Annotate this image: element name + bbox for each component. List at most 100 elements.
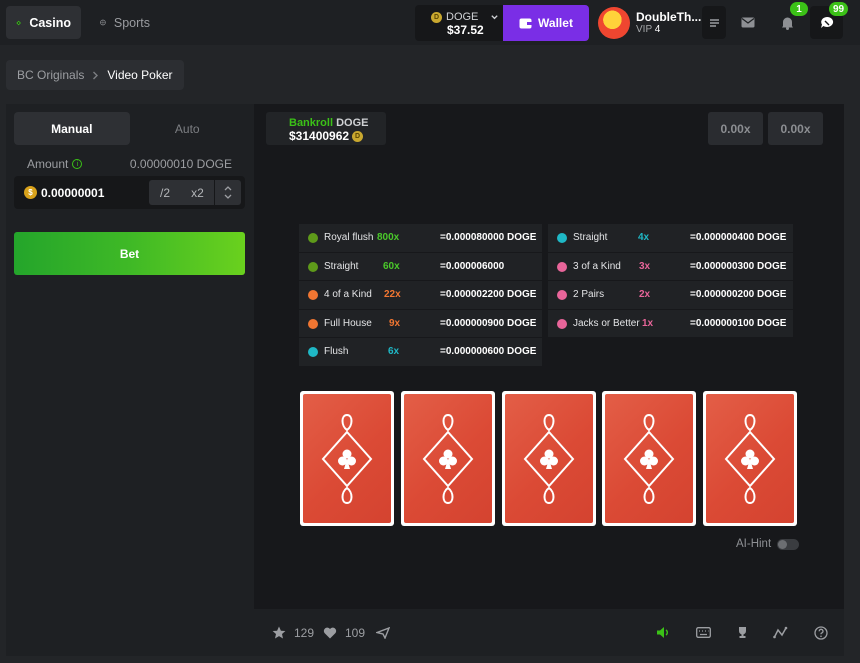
hand-name: Straight — [573, 232, 608, 244]
hand-payout: =0.000000100 DOGE — [690, 317, 787, 329]
hand-color-dot — [308, 318, 318, 329]
paytable-row: Straight 4x =0.000000400 DOGE — [548, 224, 793, 253]
paytable-left: Royal flush 800x =0.000080000 DOGE Straight… — [299, 224, 542, 367]
playing-card-back[interactable] — [300, 391, 394, 526]
hand-name: Jacks or Better — [573, 317, 640, 329]
share-icon — [376, 626, 390, 639]
chevron-up-icon[interactable] — [224, 185, 232, 191]
bankroll-label: Bankroll DOGE — [289, 117, 369, 129]
paytable-row: 3 of a Kind 3x =0.000000300 DOGE — [548, 253, 793, 281]
currency-balance: $37.52 — [447, 23, 484, 37]
playing-card-back[interactable] — [602, 391, 697, 526]
paytable-row: Jacks or Better 1x =0.000000100 DOGE — [548, 310, 793, 338]
fairness-button[interactable] — [773, 609, 788, 656]
notifications-button[interactable] — [772, 6, 802, 39]
tab-auto[interactable]: Auto — [174, 121, 200, 136]
game-footer: 129 109 — [254, 609, 844, 656]
mail-icon — [741, 17, 755, 28]
hand-name: Straight — [324, 260, 359, 272]
paytable-row: Full House 9x =0.000000900 DOGE — [299, 310, 542, 338]
hand-color-dot — [557, 261, 567, 272]
mail-button[interactable] — [733, 6, 763, 39]
half-bet-button[interactable]: /2 — [149, 180, 181, 205]
bet-button[interactable]: Bet — [14, 232, 245, 275]
playing-card-back[interactable] — [703, 391, 798, 526]
hand-multiplier: 4x — [638, 232, 650, 244]
hand-color-dot — [308, 233, 318, 243]
wallet-button[interactable]: Wallet — [503, 5, 589, 41]
avatar[interactable] — [598, 7, 630, 39]
user-name[interactable]: DoubleTh... — [636, 10, 702, 24]
hand-color-dot — [557, 318, 567, 329]
ai-hint-toggle[interactable] — [777, 538, 800, 550]
hand-multiplier: 60x — [383, 260, 400, 272]
star-icon — [272, 626, 286, 639]
nav-sports-tab[interactable]: Sports — [90, 6, 160, 39]
card-club-icon — [403, 394, 492, 523]
playing-card-back[interactable] — [400, 391, 495, 526]
paytable-row: Straight 60x =0.000006000 — [299, 253, 542, 281]
hand-multiplier: 800x — [377, 232, 400, 244]
breadcrumb-parent[interactable]: BC Originals — [17, 68, 85, 82]
hand-payout: =0.000002200 DOGE — [440, 289, 537, 301]
paytable-row: Royal flush 800x =0.000080000 DOGE — [299, 224, 542, 253]
heart-icon — [323, 627, 337, 638]
hand-color-dot — [308, 290, 318, 300]
card-row — [300, 391, 798, 526]
ai-hint-label: AI-Hint — [736, 538, 772, 550]
hand-payout: =0.000000200 DOGE — [690, 289, 787, 301]
nav-casino-tab[interactable]: Casino — [6, 6, 81, 39]
hand-multiplier: 2x — [639, 289, 651, 301]
wallet-label: Wallet — [538, 16, 573, 30]
sound-button[interactable] — [656, 609, 670, 656]
chevron-down-icon[interactable] — [224, 194, 232, 200]
currency-coin-icon: $ — [24, 186, 37, 199]
playing-card-back[interactable] — [501, 391, 596, 526]
favorites-button[interactable]: 129 — [272, 609, 314, 656]
card-club-icon — [605, 394, 694, 523]
hand-name: 3 of a Kind — [573, 260, 621, 272]
card-club-icon — [706, 394, 795, 523]
hand-multiplier: 1x — [642, 317, 654, 329]
sports-ball-icon — [100, 19, 106, 26]
breadcrumb-current: Video Poker — [107, 68, 173, 82]
hand-payout: =0.000000900 DOGE — [440, 317, 537, 329]
bankroll-box: Bankroll DOGE $31400962 D — [266, 112, 386, 145]
user-vip: VIP 4 — [636, 24, 661, 35]
menu-button[interactable] — [702, 6, 726, 39]
hand-name: Full House — [324, 317, 372, 329]
tab-manual[interactable]: Manual — [14, 112, 130, 145]
hand-name: Flush — [324, 346, 349, 358]
currency-selector[interactable]: D DOGE $37.52 — [415, 5, 503, 41]
nav-casino-label: Casino — [29, 15, 71, 30]
amount-stepper[interactable] — [215, 180, 241, 205]
nav-sports-label: Sports — [113, 15, 150, 30]
hand-multiplier: 22x — [384, 289, 401, 301]
hand-name: 2 Pairs — [573, 289, 605, 301]
bet-amount-input[interactable]: $ 0.00000001 /2 x2 — [14, 176, 245, 209]
double-bet-button[interactable]: x2 — [181, 180, 214, 205]
amount-label: Amount i — [27, 157, 83, 171]
doge-coin-icon: D — [352, 130, 364, 142]
hand-multiplier: 9x — [389, 317, 401, 329]
hand-payout: =0.000000300 DOGE — [690, 260, 787, 272]
amount-value: 0.00000010 DOGE — [129, 157, 232, 171]
info-icon[interactable]: i — [72, 159, 83, 169]
chat-icon — [820, 16, 833, 28]
hand-color-dot — [308, 347, 318, 357]
chevron-right-icon — [93, 71, 99, 79]
help-button[interactable] — [814, 609, 828, 656]
paytable-row: Flush 6x =0.000000600 DOGE — [299, 338, 542, 367]
bet-amount-value[interactable]: 0.00000001 — [41, 186, 105, 200]
hand-payout: =0.000000400 DOGE — [690, 232, 787, 244]
bet-panel: Manual Auto Amount i 0.00000010 DOGE $ 0… — [6, 104, 254, 656]
share-button[interactable] — [376, 609, 390, 656]
speaker-icon — [657, 627, 668, 638]
bankroll-value: $31400962 D — [289, 129, 386, 143]
paytable-right: Straight 4x =0.000000400 DOGE 3 of a Kind 3x… — [548, 224, 793, 338]
hand-payout: =0.000000600 DOGE — [440, 346, 537, 358]
stats-button[interactable] — [736, 609, 749, 656]
likes-count: 109 — [345, 625, 366, 640]
keyboard-button[interactable] — [696, 609, 711, 656]
likes-button[interactable]: 109 — [323, 609, 365, 656]
